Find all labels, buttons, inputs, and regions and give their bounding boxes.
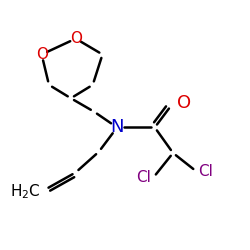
Text: H$_2$C: H$_2$C	[10, 182, 40, 201]
Text: O: O	[70, 31, 82, 46]
Text: O: O	[36, 47, 48, 62]
Text: N: N	[110, 118, 124, 136]
Text: Cl: Cl	[136, 170, 151, 185]
Text: Cl: Cl	[198, 164, 214, 179]
Text: O: O	[178, 94, 192, 112]
